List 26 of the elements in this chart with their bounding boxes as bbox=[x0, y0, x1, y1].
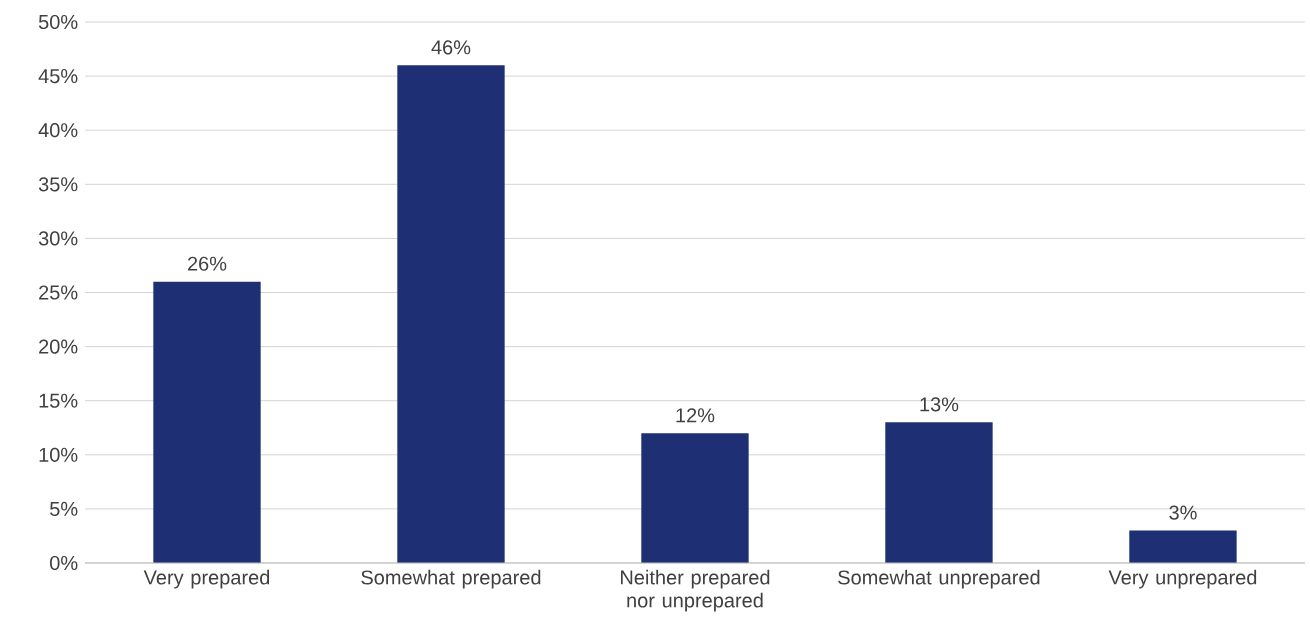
bar bbox=[1129, 530, 1237, 563]
y-tick-label: 45% bbox=[38, 69, 78, 84]
y-tick-label: 10% bbox=[39, 447, 78, 462]
y-tick-label: 30% bbox=[38, 231, 78, 246]
data-label: 13% bbox=[920, 397, 959, 412]
y-tick-label: 15% bbox=[39, 393, 78, 408]
y-tick-label: 0% bbox=[50, 555, 78, 571]
bar bbox=[885, 422, 993, 563]
y-tick-label: 40% bbox=[38, 123, 78, 138]
y-tick-label: 25% bbox=[39, 285, 78, 300]
x-tick-label: Somewhat unprepared bbox=[838, 569, 1040, 589]
data-label: 12% bbox=[676, 408, 715, 423]
bar bbox=[641, 433, 749, 563]
x-tick-label: Neither prepared nor unprepared bbox=[621, 569, 770, 612]
y-tick-label: 50% bbox=[38, 14, 78, 30]
bar bbox=[397, 65, 505, 563]
y-tick-label: 20% bbox=[39, 339, 78, 354]
x-tick-label: Somewhat prepared bbox=[361, 569, 541, 589]
data-label: 26% bbox=[187, 256, 227, 271]
x-tick-label: Very unprepared bbox=[1108, 569, 1257, 589]
data-label: 46% bbox=[431, 40, 471, 55]
data-label: 3% bbox=[1169, 505, 1197, 520]
bar bbox=[153, 281, 261, 563]
y-tick-label: 5% bbox=[50, 501, 78, 516]
x-tick-label: Very prepared bbox=[143, 569, 270, 589]
y-tick-label: 35% bbox=[38, 177, 78, 192]
